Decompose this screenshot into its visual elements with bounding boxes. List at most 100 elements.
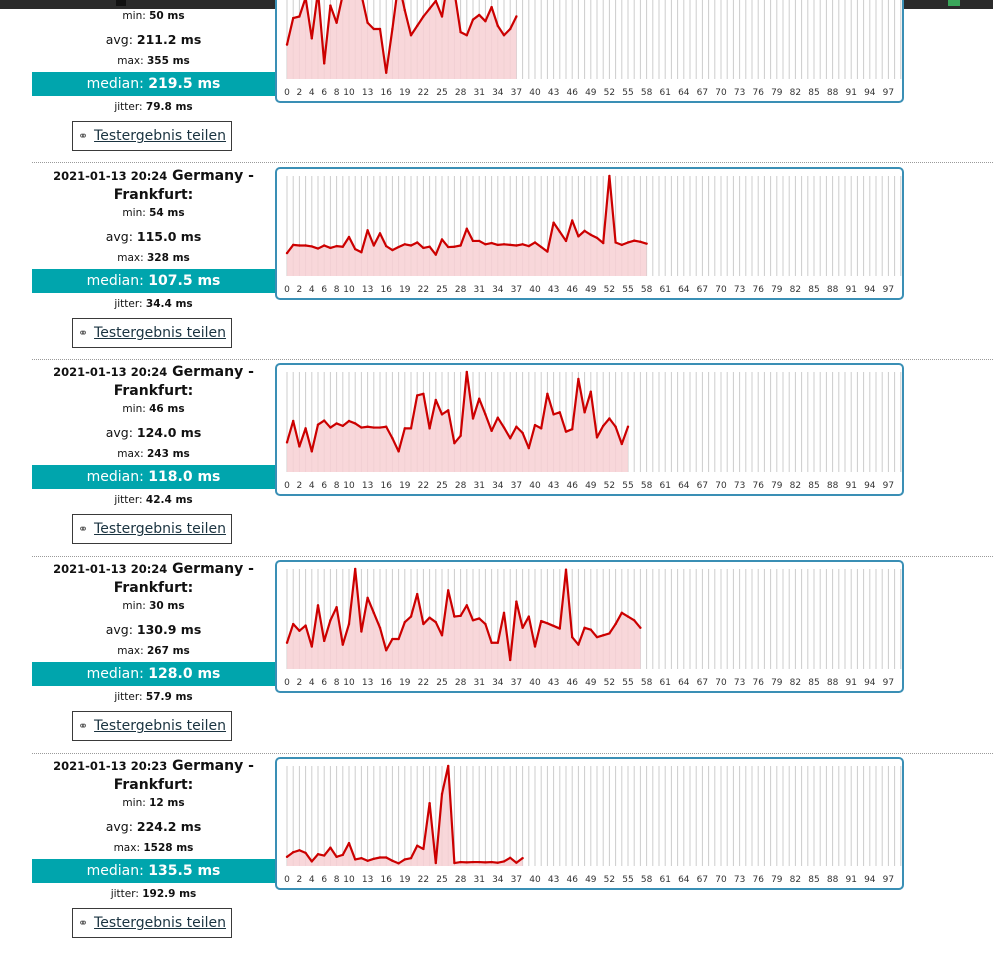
stat-jitter: jitter: 34.4 ms <box>32 298 275 310</box>
latency-point <box>478 617 481 620</box>
latency-point <box>298 849 301 852</box>
latency-point <box>391 637 394 641</box>
share-result-button[interactable]: ⚭ Testergebnis teilen <box>72 514 232 544</box>
x-tick-label: 67 <box>697 481 708 491</box>
latency-point <box>428 7 431 10</box>
latency-point <box>422 392 425 396</box>
latency-point <box>571 219 574 222</box>
x-tick-label: 28 <box>455 678 467 688</box>
stat-median: median: 219.5 ms <box>32 72 275 96</box>
latency-point <box>515 600 518 603</box>
latency-point <box>490 641 493 644</box>
link-icon: ⚭ <box>77 129 89 143</box>
x-tick-label: 2 <box>297 875 303 885</box>
stat-avg-value: 115.0 ms <box>136 229 202 244</box>
latency-point <box>509 437 512 440</box>
latency-point <box>316 247 320 250</box>
latency-point <box>378 27 382 31</box>
stat-jitter-value: 57.9 ms <box>145 691 193 703</box>
result-title: 2021-01-13 20:24 Germany - Frankfurt: <box>32 167 275 205</box>
stat-min: min: 12 ms <box>32 797 275 809</box>
share-result-button[interactable]: ⚭ Testergebnis teilen <box>72 711 232 741</box>
stat-max-value: 355 ms <box>147 55 190 67</box>
x-tick-label: 37 <box>511 875 522 885</box>
stat-max: max: 1528 ms <box>32 842 275 854</box>
x-tick-label: 85 <box>808 875 819 885</box>
stat-median-label: median: <box>86 863 149 879</box>
stat-max: max: 267 ms <box>32 645 275 657</box>
latency-point <box>465 861 468 864</box>
link-icon: ⚭ <box>77 916 89 930</box>
x-tick-label: 31 <box>473 678 484 688</box>
latency-point <box>453 245 456 248</box>
toolbar-square-icon[interactable] <box>116 0 126 6</box>
latency-point <box>620 243 623 247</box>
latency-point <box>645 242 648 245</box>
latency-point <box>633 239 636 242</box>
stat-min-value: 54 ms <box>149 207 185 219</box>
latency-point <box>465 370 468 374</box>
latency-point <box>341 643 344 646</box>
x-tick-label: 67 <box>697 285 708 295</box>
stat-jitter: jitter: 42.4 ms <box>32 494 275 506</box>
ping-chart: 0 2 4 6 8 10 13 16 19 22 25 28 31 34 37 40 43 46 49 52 55 58 6… <box>275 0 904 103</box>
latency-point <box>378 426 382 429</box>
result-timestamp: 2021-01-13 20:24 <box>53 365 168 379</box>
x-tick-label: 4 <box>309 285 315 295</box>
x-tick-label: 55 <box>622 481 633 491</box>
latency-point <box>564 430 568 433</box>
latency-point <box>385 649 388 652</box>
latency-point <box>385 71 388 74</box>
latency-point <box>608 417 611 420</box>
latency-point <box>614 425 617 428</box>
entry-separator <box>32 359 993 360</box>
x-tick-label: 43 <box>548 285 559 295</box>
x-tick-label: 82 <box>790 678 801 688</box>
x-tick-label: 58 <box>641 285 653 295</box>
ping-chart: 0 2 4 6 8 10 13 16 19 22 25 28 31 34 37 40 43 46 49 52 55 58 6… <box>275 757 904 890</box>
latency-point <box>626 241 630 244</box>
x-tick-label: 52 <box>604 88 615 98</box>
x-tick-label: 25 <box>436 678 447 688</box>
latency-point <box>589 390 592 393</box>
stat-jitter-label: jitter: <box>110 888 143 900</box>
stat-median-label: median: <box>86 273 149 289</box>
x-tick-label: 13 <box>362 88 373 98</box>
latency-point <box>478 13 481 17</box>
x-tick-label: 8 <box>334 88 340 98</box>
latency-point <box>509 243 512 247</box>
ping-chart: 0 2 4 6 8 10 13 16 19 22 25 28 31 34 37 40 43 46 49 52 55 58 6… <box>275 560 904 693</box>
share-result-button[interactable]: ⚭ Testergebnis teilen <box>72 121 232 151</box>
share-result-button[interactable]: ⚭ Testergebnis teilen <box>72 318 232 348</box>
latency-point <box>533 423 537 427</box>
latency-point <box>360 630 363 633</box>
x-tick-label: 8 <box>334 481 340 491</box>
x-tick-label: 61 <box>659 285 670 295</box>
x-tick-label: 88 <box>827 678 839 688</box>
latency-point <box>478 239 481 243</box>
share-result-button[interactable]: ⚭ Testergebnis teilen <box>72 908 232 938</box>
share-result-label: Testergebnis teilen <box>94 325 227 341</box>
latency-point <box>292 16 295 20</box>
latency-point <box>484 622 487 626</box>
x-tick-label: 16 <box>380 481 392 491</box>
x-tick-label: 4 <box>309 481 315 491</box>
x-tick-label: 61 <box>659 88 670 98</box>
x-tick-label: 40 <box>529 88 541 98</box>
latency-point <box>633 619 636 622</box>
result-location: Germany - Frankfurt: <box>113 364 254 399</box>
toolbar-green-icon[interactable] <box>948 0 960 6</box>
latency-point <box>490 5 493 9</box>
latency-point <box>434 861 437 865</box>
x-tick-label: 16 <box>380 678 392 688</box>
x-tick-label: 73 <box>734 285 745 295</box>
x-tick-label: 10 <box>343 481 355 491</box>
latency-point <box>391 859 394 862</box>
latency-point <box>540 619 543 623</box>
latency-point <box>484 861 487 864</box>
x-tick-label: 85 <box>808 678 819 688</box>
x-tick-label: 94 <box>864 285 876 295</box>
latency-point <box>378 856 382 859</box>
latency-point <box>614 241 617 244</box>
latency-point <box>595 635 599 639</box>
